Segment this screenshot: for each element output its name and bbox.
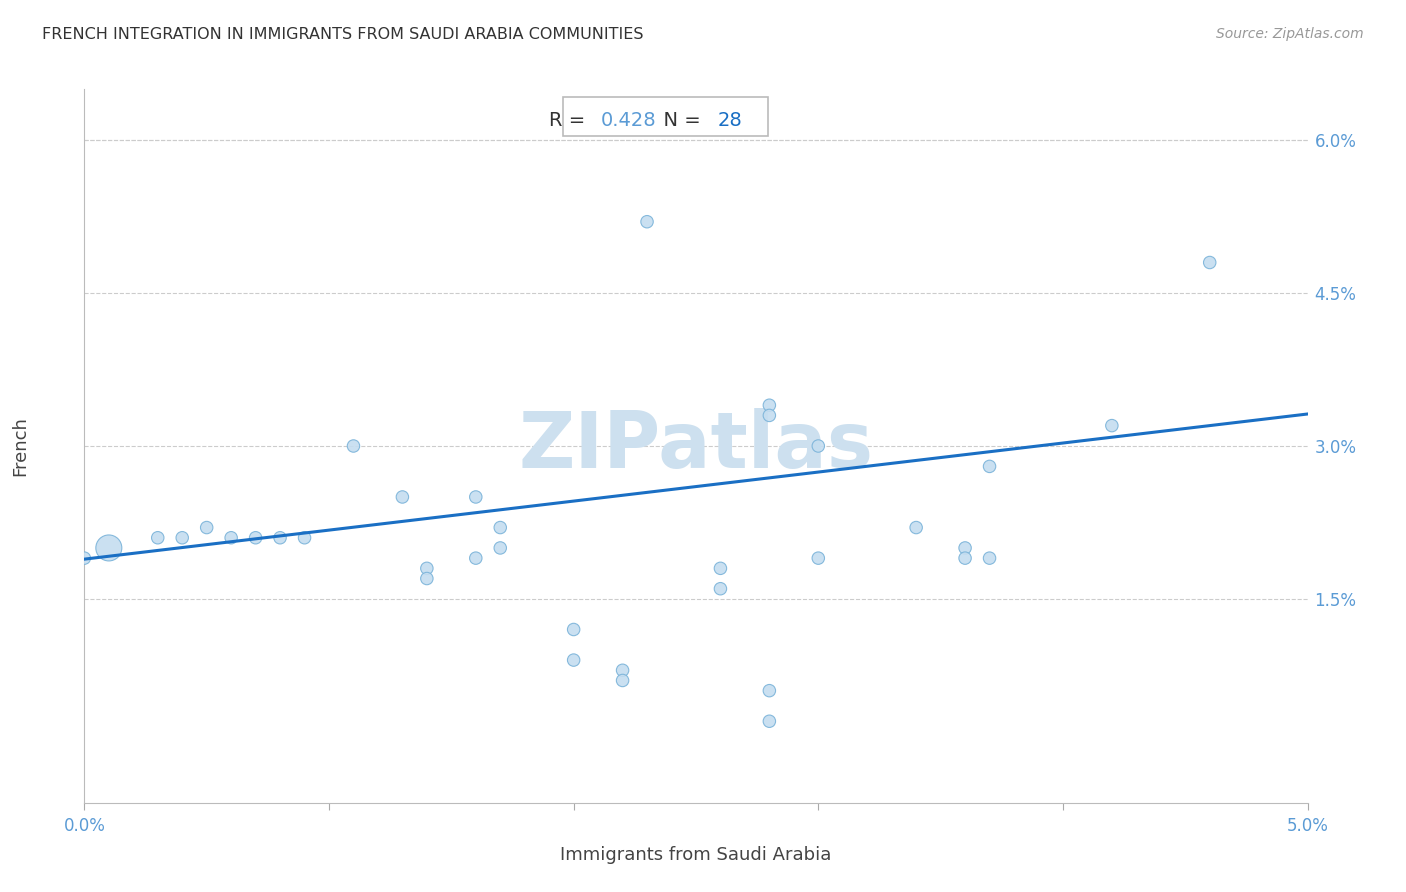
Point	[758, 683, 780, 698]
Point	[269, 531, 291, 545]
Y-axis label: French: French	[11, 416, 28, 476]
Point	[219, 531, 242, 545]
Point	[172, 531, 194, 545]
Point	[416, 561, 439, 575]
Point	[391, 490, 413, 504]
Text: FRENCH INTEGRATION IN IMMIGRANTS FROM SAUDI ARABIA COMMUNITIES: FRENCH INTEGRATION IN IMMIGRANTS FROM SA…	[42, 27, 644, 42]
Point	[562, 623, 585, 637]
Point	[709, 582, 731, 596]
Point	[562, 653, 585, 667]
Point	[807, 439, 830, 453]
Point	[758, 714, 780, 729]
Point	[1198, 255, 1220, 269]
Text: ZIPatlas: ZIPatlas	[519, 408, 873, 484]
Point	[464, 551, 486, 566]
Point	[489, 520, 512, 534]
Text: 0.428: 0.428	[600, 111, 657, 129]
Point	[489, 541, 512, 555]
Text: 28: 28	[718, 111, 742, 129]
Point	[953, 541, 976, 555]
X-axis label: Immigrants from Saudi Arabia: Immigrants from Saudi Arabia	[560, 846, 832, 863]
Point	[953, 551, 976, 566]
Point	[416, 572, 439, 586]
Point	[342, 439, 364, 453]
Point	[1101, 418, 1123, 433]
Point	[612, 673, 634, 688]
Point	[636, 215, 658, 229]
Point	[758, 409, 780, 423]
Point	[905, 520, 928, 534]
Point	[245, 531, 267, 545]
Point	[195, 520, 218, 534]
Text: N =: N =	[651, 111, 707, 129]
Text: Source: ZipAtlas.com: Source: ZipAtlas.com	[1216, 27, 1364, 41]
Point	[807, 551, 830, 566]
Text: R = 0.428   N = 28: R = 0.428 N = 28	[572, 107, 758, 126]
Point	[146, 531, 169, 545]
Point	[464, 490, 486, 504]
Point	[979, 551, 1001, 566]
Point	[758, 398, 780, 412]
Point	[97, 541, 120, 555]
Point	[709, 561, 731, 575]
Point	[73, 551, 96, 566]
Text: R =: R =	[550, 111, 592, 129]
Point	[294, 531, 316, 545]
Point	[979, 459, 1001, 474]
Point	[612, 663, 634, 677]
